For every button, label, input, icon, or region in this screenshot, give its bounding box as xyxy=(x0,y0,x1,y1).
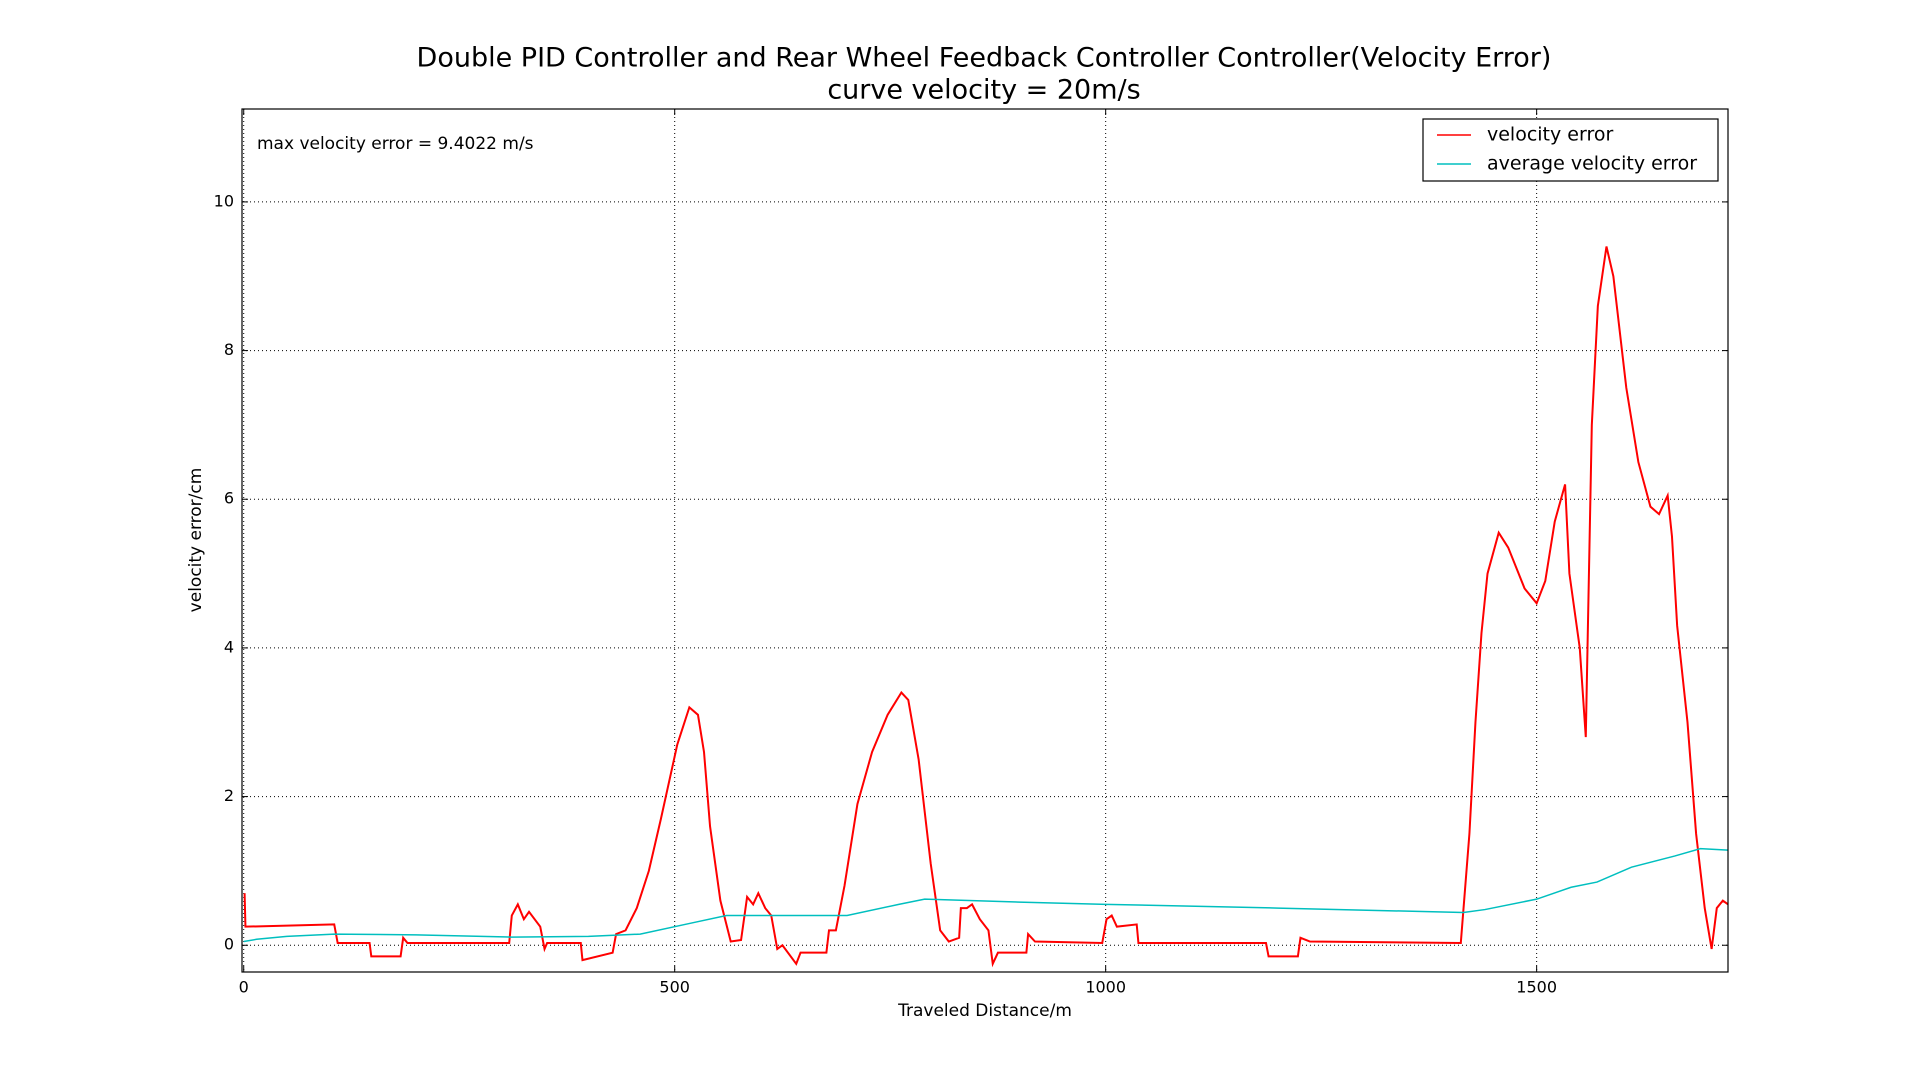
x-tick-label: 1500 xyxy=(1516,978,1557,997)
series-line xyxy=(243,847,1729,943)
y-tick-label: 0 xyxy=(224,935,234,954)
y-tick-label: 6 xyxy=(224,489,234,508)
series-line xyxy=(243,246,1729,968)
legend-box xyxy=(1422,118,1719,182)
chart-subtitle: curve velocity = 20m/s xyxy=(827,75,1140,106)
y-tick-label: 2 xyxy=(224,786,234,805)
plot-frame xyxy=(241,108,1729,973)
y-tick-label: 8 xyxy=(224,340,234,359)
y-tick-label: 10 xyxy=(214,191,234,210)
x-axis-label: Traveled Distance/m xyxy=(897,1001,1072,1021)
x-tick-label: 500 xyxy=(659,978,690,997)
x-tick-label: 0 xyxy=(239,978,249,997)
legend-label: velocity error xyxy=(1487,124,1613,146)
y-tick-label: 4 xyxy=(224,637,234,656)
annotation: max velocity error = 9.4022 m/s xyxy=(257,134,534,154)
x-tick-label: 1000 xyxy=(1085,978,1126,997)
chart-title: Double PID Controller and Rear Wheel Fee… xyxy=(417,43,1552,74)
y-axis-label: velocity error/cm xyxy=(186,468,206,613)
legend-label: average velocity error xyxy=(1487,153,1697,175)
